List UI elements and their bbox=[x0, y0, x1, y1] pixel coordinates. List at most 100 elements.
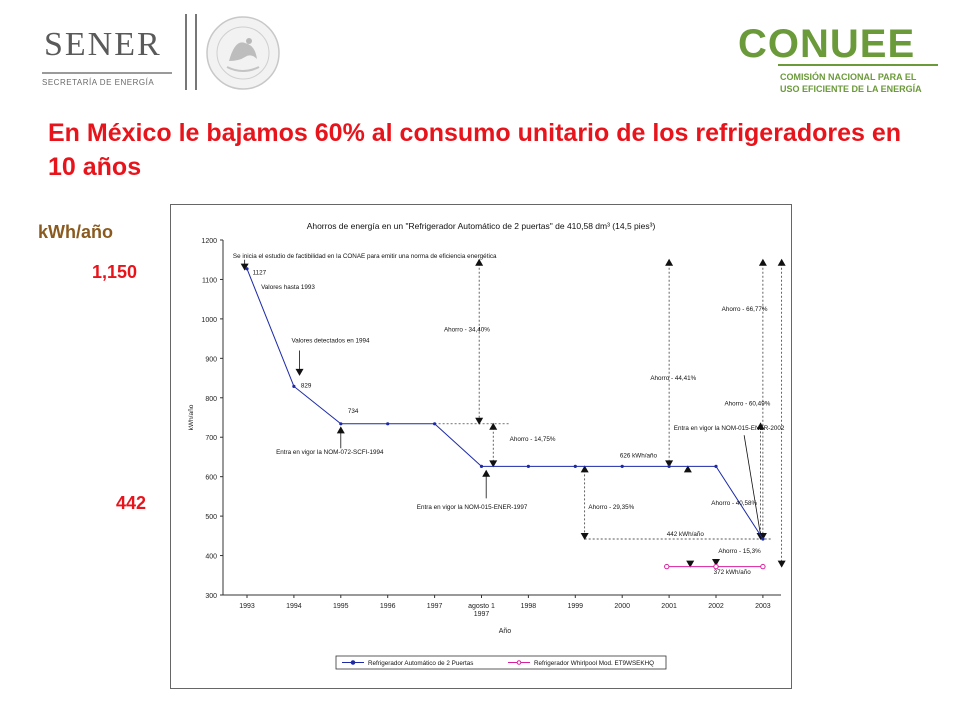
annotation-label: Valores hasta 1993 bbox=[261, 284, 315, 291]
annotation-label: 1127 bbox=[253, 270, 267, 277]
annotation-arrow-head bbox=[475, 258, 484, 266]
x-tick-label: 1996 bbox=[380, 603, 396, 610]
logo-divider bbox=[185, 14, 187, 90]
annotation-label: Ahorro - 60,49% bbox=[724, 401, 770, 408]
national-seal-logo bbox=[206, 16, 280, 90]
value-top-label: 1,150 bbox=[92, 262, 138, 282]
annotation-arrow-head bbox=[580, 465, 589, 473]
annotation-label: Ahorro - 29,35% bbox=[588, 504, 634, 511]
y-tick-label: 600 bbox=[205, 475, 217, 482]
annotation-label: Ahorro - 40,58% bbox=[711, 500, 757, 507]
axes-group bbox=[220, 239, 781, 598]
annotation-arrow-head bbox=[683, 465, 692, 473]
annotation-label: 734 bbox=[348, 408, 359, 415]
y-tick-label: 1200 bbox=[201, 238, 217, 245]
annotation-label: 372 kWh/año bbox=[714, 569, 752, 576]
annotation-label: Entra en vigor la NOM-072-SCFI-1994 bbox=[276, 449, 384, 456]
annotation-label: 829 bbox=[301, 383, 312, 390]
data-point bbox=[664, 563, 670, 570]
annotation-label: Se inicia el estudio de factibilidad en … bbox=[233, 253, 497, 260]
data-point bbox=[245, 267, 249, 271]
y-tick-label: 800 bbox=[205, 396, 217, 403]
annotation-arrow-head bbox=[489, 460, 498, 468]
data-point bbox=[714, 464, 718, 469]
legend-box bbox=[335, 655, 667, 670]
annotation-label: Ahorro - 66,77% bbox=[722, 306, 768, 313]
chart-frame: Ahorros de energía en un "Refrigerador A… bbox=[170, 204, 792, 689]
chart-title: Ahorros de energía en un "Refrigerador A… bbox=[307, 221, 656, 231]
annotation-label: Ahorro - 15,3% bbox=[718, 548, 761, 555]
y-tick-label: 300 bbox=[205, 593, 217, 600]
x-tick-label: agosto 1 bbox=[468, 603, 495, 610]
annotation-arrow-head bbox=[489, 422, 498, 430]
annotation-arrow-head bbox=[295, 368, 304, 376]
annotation-label: Entra en vigor la NOM-015-ENER-1997 bbox=[417, 504, 528, 511]
annotation-arrow-head bbox=[777, 560, 786, 568]
conuee-logo-line1: COMISIÓN NACIONAL PARA EL bbox=[780, 72, 917, 82]
series-group bbox=[245, 267, 766, 570]
annotation-label: Valores detectados en 1994 bbox=[292, 338, 370, 345]
slide-title: En México le bajamos 60% al consumo unit… bbox=[48, 119, 902, 181]
annotation-label: Ahorro - 44,41% bbox=[650, 375, 696, 382]
data-point bbox=[620, 464, 624, 469]
y-tick-label: 700 bbox=[205, 435, 217, 442]
y-tick-label: 500 bbox=[205, 514, 217, 521]
sener-logo-subtitle: SECRETARÍA DE ENERGÍA bbox=[42, 78, 155, 87]
data-point bbox=[339, 422, 343, 426]
data-point bbox=[713, 563, 719, 570]
conuee-logo-line bbox=[778, 64, 938, 66]
annotation-label: Entra en vigor la NOM-015-ENER-2002 bbox=[674, 425, 785, 432]
value-bottom-label: 442 bbox=[116, 493, 147, 513]
x-tick-label: 1994 bbox=[286, 603, 302, 610]
annotation-arrow-head bbox=[336, 426, 345, 434]
data-point bbox=[292, 384, 296, 388]
sener-logo-word: SENER bbox=[44, 26, 162, 63]
x-tick-label: 2001 bbox=[661, 603, 677, 610]
data-point bbox=[761, 537, 765, 541]
energy-savings-chart: Ahorros de energía en un "Refrigerador A… bbox=[188, 221, 786, 670]
annotation-arrow-head bbox=[756, 422, 765, 430]
x-tick-label: 2000 bbox=[614, 603, 630, 610]
pointer-arrow-line bbox=[743, 435, 761, 536]
y-axis-title: kWh/año bbox=[188, 404, 195, 430]
x-tick-label: 1998 bbox=[521, 603, 537, 610]
data-point bbox=[479, 464, 484, 469]
y-tick-label: 1100 bbox=[202, 277, 217, 284]
x-tick-label: 1997 bbox=[427, 603, 443, 610]
annotation-arrow-head bbox=[712, 559, 720, 567]
x-tick-label: 1997 bbox=[474, 611, 490, 618]
data-point bbox=[526, 464, 530, 469]
annotation-label: Ahorro - 34,40% bbox=[444, 327, 490, 334]
annotation-arrow-head bbox=[665, 258, 674, 266]
annotation-arrow-head bbox=[777, 258, 786, 266]
annotation-arrow-head bbox=[758, 258, 767, 266]
y-tick-label: 900 bbox=[205, 356, 217, 363]
x-axis-title: Año bbox=[499, 628, 512, 635]
annotation-arrow-head bbox=[475, 417, 484, 425]
data-point bbox=[433, 422, 437, 426]
annotation-label: 442 kWh/año bbox=[667, 531, 705, 538]
conuee-logo-word: CONUEE bbox=[738, 22, 916, 66]
legend-group: Refrigerador Automático de 2 Puertas Refr… bbox=[335, 655, 667, 670]
data-point bbox=[760, 563, 766, 570]
sener-logo-line bbox=[42, 72, 172, 74]
data-point bbox=[667, 464, 671, 469]
annotation-lines-group bbox=[240, 258, 786, 568]
annotation-label: 626 kWh/año bbox=[620, 453, 658, 460]
x-tick-label: 1995 bbox=[333, 603, 349, 610]
x-tick-label: 2003 bbox=[755, 603, 771, 610]
annotation-arrow-head bbox=[665, 460, 674, 468]
unit-label: kWh/año bbox=[38, 222, 113, 242]
conuee-logo-line2: USO EFICIENTE DE LA ENERGÍA bbox=[780, 84, 922, 94]
annotation-arrow-head bbox=[580, 532, 589, 540]
chart-text-group: Ahorros de energía en un "Refrigerador A… bbox=[188, 221, 785, 635]
x-tick-label: 2002 bbox=[708, 603, 724, 610]
data-point bbox=[573, 464, 577, 469]
y-tick-label: 400 bbox=[205, 554, 217, 561]
x-tick-label: 1993 bbox=[239, 603, 255, 610]
annotation-arrow-head bbox=[240, 263, 249, 271]
y-tick-label: 1000 bbox=[201, 317, 217, 324]
x-tick-label: 1999 bbox=[568, 603, 584, 610]
legend-label: Refrigerador Whirlpool Mod. ET9WSEKHQ bbox=[534, 660, 654, 667]
annotation-arrow-head bbox=[482, 469, 491, 477]
